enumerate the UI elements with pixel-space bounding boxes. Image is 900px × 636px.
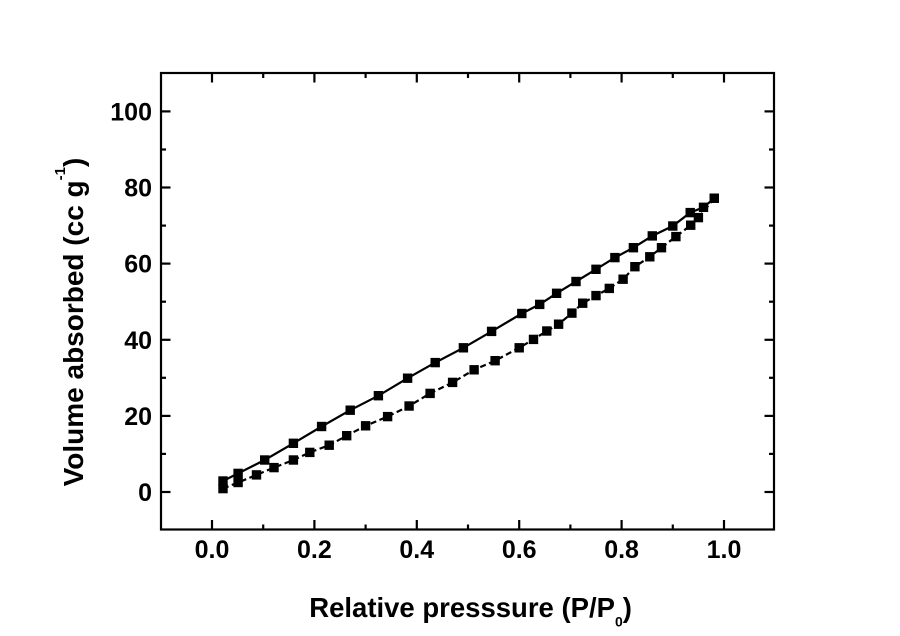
svg-text:80: 80 [124,175,152,203]
svg-text:40: 40 [124,327,152,355]
svg-text:0.8: 0.8 [604,536,639,564]
svg-text:1.0: 1.0 [707,536,742,564]
svg-text:0.0: 0.0 [195,536,230,564]
svg-text:0: 0 [138,479,152,507]
svg-text:100: 100 [110,98,152,126]
svg-text:0.6: 0.6 [502,536,537,564]
svg-text:Volume absorbed (cc g-1): Volume absorbed (cc g-1) [52,158,89,487]
svg-text:0.2: 0.2 [297,536,332,564]
svg-text:60: 60 [124,251,152,279]
svg-text:20: 20 [124,403,152,431]
svg-text:0.4: 0.4 [399,536,434,564]
